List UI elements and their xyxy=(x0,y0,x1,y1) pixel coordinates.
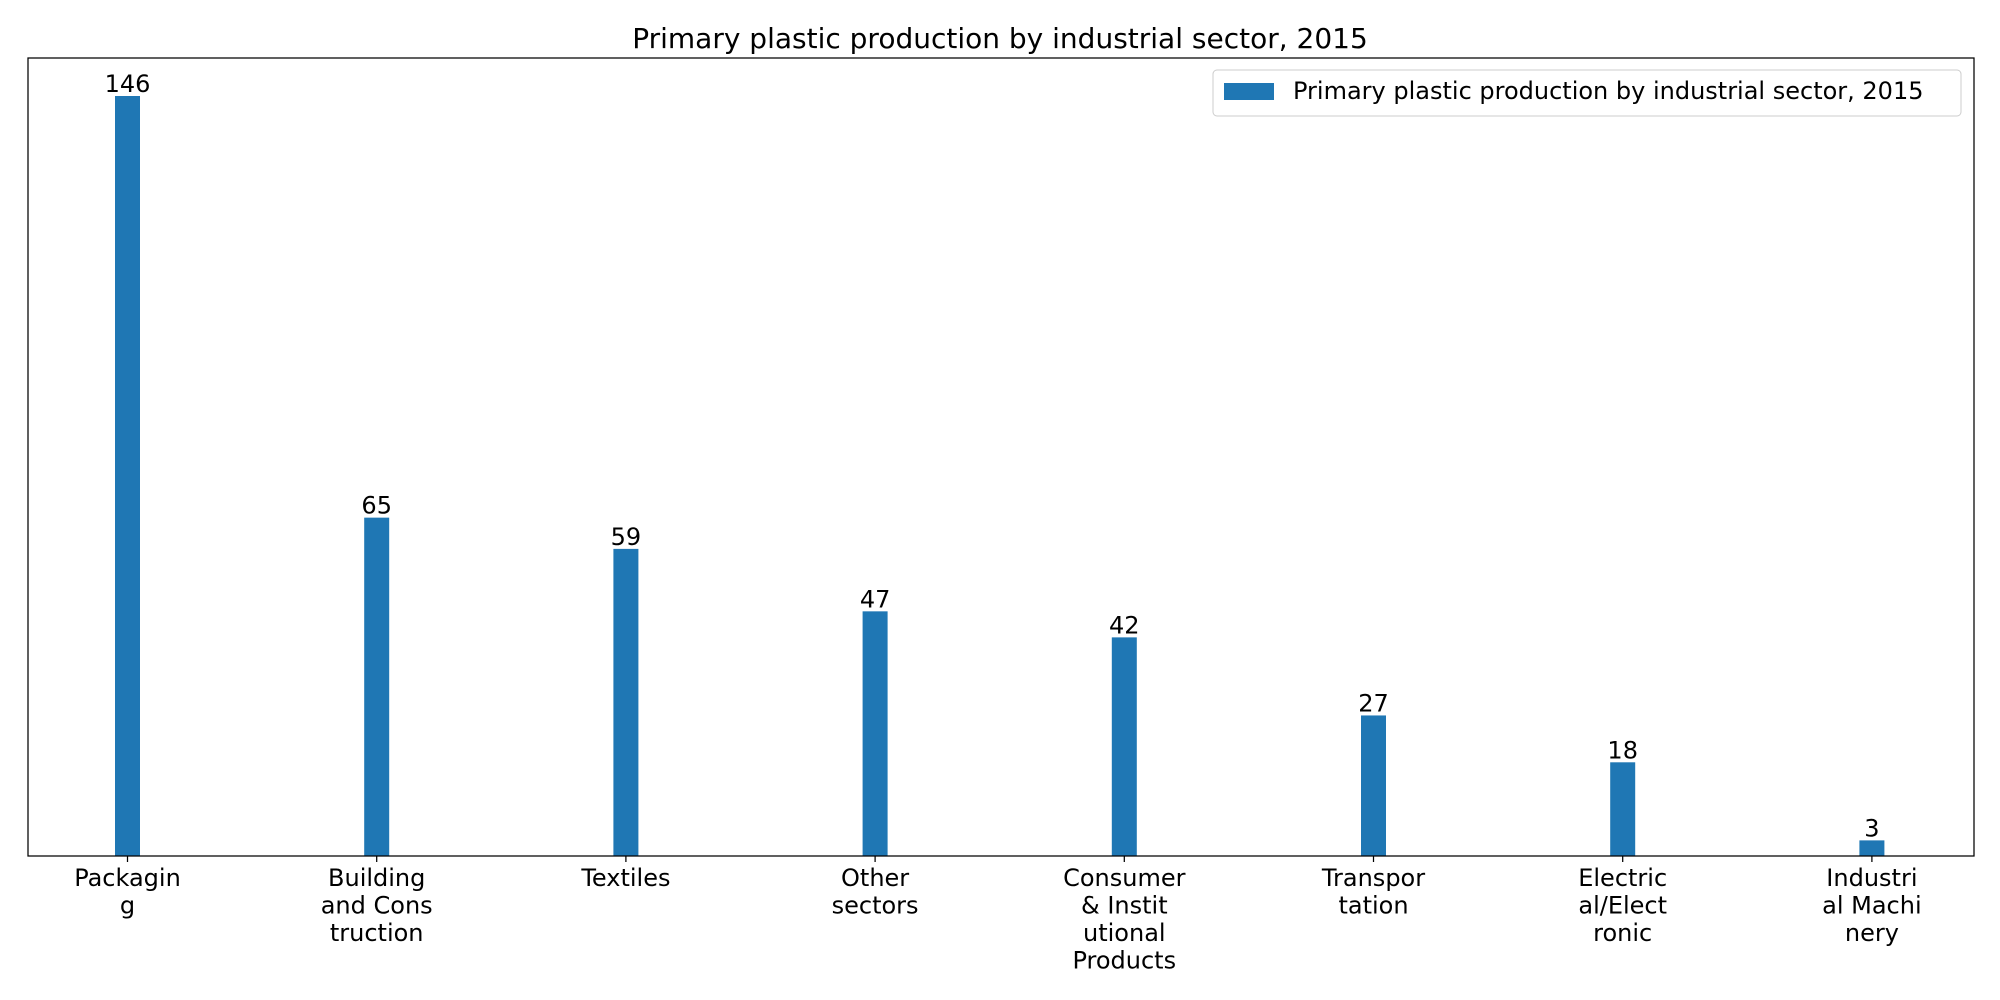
bar xyxy=(1610,762,1636,856)
x-tick-label-line: utional xyxy=(1083,919,1166,947)
bar xyxy=(1111,637,1137,856)
legend-label: Primary plastic production by industrial… xyxy=(1293,77,1924,105)
bar xyxy=(862,611,888,856)
x-axis-tick-labels: Packagin g Building and Cons truction Textile… xyxy=(74,864,1921,975)
data-label: 42 xyxy=(1109,611,1140,639)
data-label: 59 xyxy=(611,523,642,551)
bar xyxy=(364,517,390,856)
data-label: 146 xyxy=(105,70,151,98)
x-tick-label-line: ronic xyxy=(1593,919,1652,947)
chart-title: Primary plastic production by industrial… xyxy=(632,22,1368,55)
bar xyxy=(613,548,639,856)
legend-swatch xyxy=(1224,83,1274,100)
x-tick-label-line: & Instit xyxy=(1081,892,1168,920)
bar xyxy=(115,96,140,856)
x-tick-label-line: tation xyxy=(1338,892,1408,920)
data-label: 27 xyxy=(1358,689,1389,717)
data-label: 47 xyxy=(860,585,891,613)
x-tick-label-line: Textiles xyxy=(580,864,670,892)
x-tick-label-line: Other xyxy=(841,864,909,892)
data-label: 3 xyxy=(1864,814,1879,842)
data-label: 65 xyxy=(361,492,392,520)
plot-frame xyxy=(27,57,1975,857)
legend: Primary plastic production by industrial… xyxy=(1212,69,1962,117)
x-tick-label: Industri al Machi nery xyxy=(1822,864,1922,947)
x-tick-label-line: al Machi xyxy=(1822,892,1922,920)
x-tick-label: Other sectors xyxy=(832,864,919,920)
x-tick-label-line: al/Elect xyxy=(1578,892,1667,920)
x-tick-label: Textiles xyxy=(580,864,670,892)
x-tick-label-line: Consumer xyxy=(1063,864,1186,892)
x-tick-label: Electric al/Elect ronic xyxy=(1578,864,1667,947)
x-tick-label-line: sectors xyxy=(832,892,919,920)
bars xyxy=(115,96,1885,856)
x-tick-label-line: nery xyxy=(1845,919,1899,947)
bar xyxy=(1361,715,1386,856)
x-tick-label-line: Products xyxy=(1072,947,1176,975)
x-tick-label: Transpor tation xyxy=(1321,864,1425,920)
data-label: 18 xyxy=(1607,736,1638,764)
x-tick-label-line: Building xyxy=(328,864,425,892)
x-tick-label-line: Electric xyxy=(1578,864,1667,892)
bar xyxy=(1859,840,1885,856)
x-tick-label: Building and Cons truction xyxy=(321,864,433,947)
x-tick-label-line: g xyxy=(120,892,135,920)
x-tick-label: Packagin g xyxy=(74,864,181,920)
x-tick-label-line: and Cons xyxy=(321,892,433,920)
legend-box xyxy=(1212,69,1962,117)
x-tick-label-line: Transpor xyxy=(1321,864,1425,892)
x-tick-label: Consumer & Instit utional Products xyxy=(1063,864,1186,975)
x-tick-label-line: Industri xyxy=(1826,864,1917,892)
data-labels: 146 65 59 47 42 27 18 3 xyxy=(105,70,1880,842)
x-tick-label-line: truction xyxy=(330,919,424,947)
x-tick-label-line: Packagin xyxy=(74,864,181,892)
x-axis-ticks xyxy=(126,856,1873,862)
